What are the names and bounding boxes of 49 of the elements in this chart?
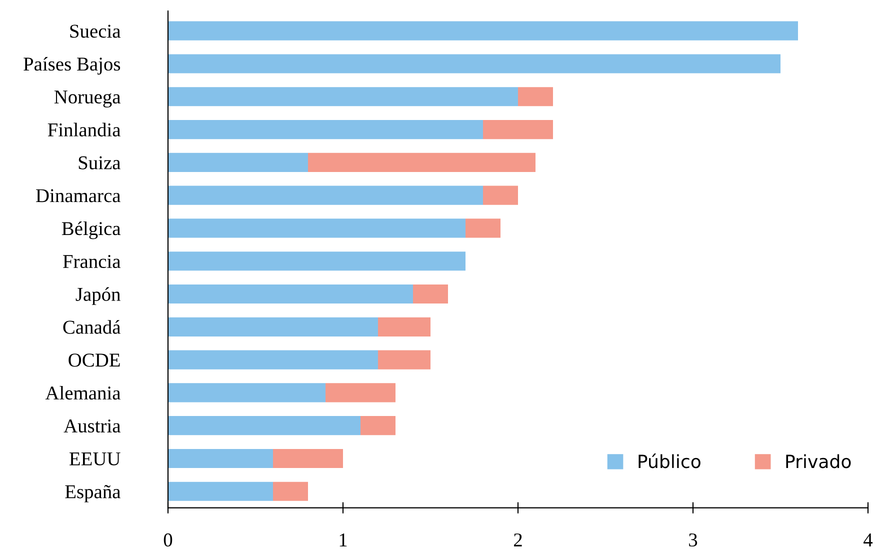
bar	[168, 54, 780, 74]
y-tick-label: Dinamarca	[36, 189, 121, 202]
bar	[168, 383, 326, 402]
bar	[168, 152, 308, 172]
y-tick-label: Suiza	[78, 156, 121, 170]
bar	[168, 252, 466, 271]
bar	[168, 482, 273, 501]
x-tick-label: 3	[689, 533, 698, 547]
y-tick-label: EEUU	[70, 452, 120, 466]
bar	[168, 186, 483, 205]
y-tick-label: Francia	[63, 254, 121, 268]
bar	[483, 186, 518, 205]
bar	[483, 120, 553, 140]
bar	[168, 350, 378, 370]
y-tick-label: OCDE	[68, 354, 120, 367]
bar	[518, 87, 553, 106]
y-tick-label: Noruega	[54, 90, 121, 108]
legend-label: Público	[638, 454, 700, 468]
bar	[168, 416, 360, 436]
bar	[168, 21, 798, 40]
bar	[413, 284, 448, 304]
y-tick-label: España	[65, 485, 121, 502]
bar	[378, 350, 430, 370]
y-tick-label: Japón	[76, 287, 120, 305]
bar	[168, 120, 483, 140]
bar	[168, 448, 273, 468]
bar	[378, 317, 430, 336]
y-tick-label: Canadá	[63, 320, 121, 334]
y-tick-label: Suecia	[70, 24, 121, 38]
bar	[168, 317, 378, 336]
legend-label: Privado	[786, 454, 851, 468]
bar	[168, 284, 413, 304]
bar	[168, 87, 518, 106]
y-tick-label: Bélgica	[62, 221, 121, 240]
bar	[308, 152, 536, 172]
bar	[360, 416, 396, 436]
bar	[273, 482, 308, 501]
x-tick-label: 4	[864, 534, 873, 546]
bar	[168, 218, 466, 238]
y-tick-label: Finlandia	[48, 122, 121, 136]
bar	[466, 218, 500, 238]
y-tick-label: Países Bajos	[24, 56, 120, 75]
x-tick-label: 1	[340, 533, 347, 546]
x-tick-label: 2	[514, 533, 522, 546]
y-tick-label: Austria	[64, 419, 121, 433]
x-tick-label: 0	[164, 533, 172, 547]
bar	[326, 383, 396, 402]
y-tick-label: Alemania	[45, 386, 121, 400]
bar	[273, 448, 343, 468]
